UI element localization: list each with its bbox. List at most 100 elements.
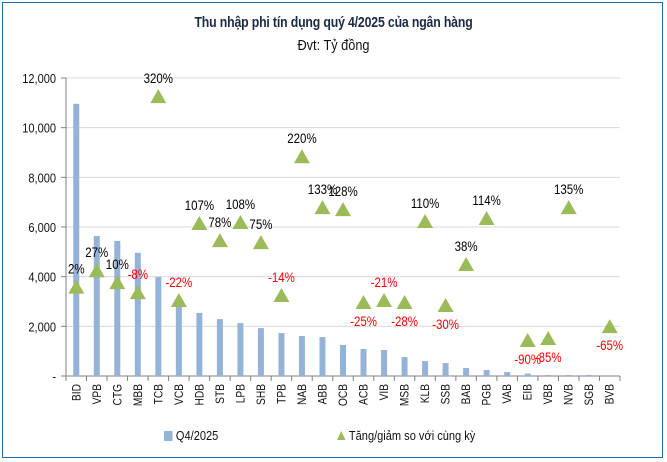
marker-tpb — [273, 288, 290, 303]
y-tick-label: 8,000 — [28, 170, 56, 185]
legend-bar-swatch-icon — [164, 430, 173, 441]
marker-msb — [396, 294, 413, 309]
bar-nvb — [565, 375, 572, 376]
marker-lpb — [232, 215, 249, 230]
data-label: 108% — [226, 196, 255, 212]
data-label: -65% — [596, 337, 623, 353]
marker-eib — [519, 332, 536, 347]
marker-bid — [68, 279, 85, 294]
legend-label: Tăng/giảm so với cùng kỳ — [348, 428, 476, 443]
data-label: 220% — [287, 130, 316, 146]
x-tick-label: KLB — [419, 384, 432, 403]
x-tick-label: VBB — [542, 384, 555, 404]
data-label: 10% — [106, 256, 129, 272]
data-label: -30% — [432, 316, 459, 332]
data-label: 110% — [411, 195, 439, 211]
y-tick-label: - — [52, 369, 56, 384]
x-tick-label: VIB — [378, 384, 391, 400]
data-label: 2% — [68, 260, 85, 276]
x-tick-label: OCB — [337, 384, 350, 406]
marker-tcb — [150, 89, 167, 104]
legend: Q4/2025 Tăng/giảm so với cùng kỳ — [0, 428, 667, 448]
data-label: 27% — [85, 244, 108, 260]
bar-bid — [73, 103, 80, 377]
bar-vab — [504, 372, 511, 376]
bar-klb — [422, 361, 429, 376]
data-label: 107% — [185, 197, 214, 213]
data-label: -90% — [514, 351, 541, 367]
data-label: 133% — [308, 181, 337, 197]
data-label: -21% — [371, 274, 398, 290]
marker-ocb — [335, 202, 351, 217]
x-tick-label: PGB — [481, 384, 494, 406]
x-tick-label: VAB — [501, 384, 514, 404]
marker-bab — [458, 257, 475, 272]
x-tick-label: NAB — [296, 384, 309, 405]
bar-vib — [381, 349, 388, 376]
y-tick-label: 4,000 — [28, 270, 56, 285]
bar-vpb — [93, 235, 100, 376]
marker-pgb — [478, 211, 495, 226]
data-label: 128% — [328, 183, 357, 199]
bar-lpb — [237, 323, 244, 376]
bar-eib — [524, 373, 531, 376]
chart-title: Thu nhập phi tín dụng quý 4/2025 của ngâ… — [194, 14, 473, 31]
bar-sgb — [586, 375, 593, 376]
marker-ssb — [437, 297, 454, 312]
x-tick-label: EIB — [522, 384, 535, 400]
marker-acb — [355, 294, 372, 309]
x-tick-label: MSB — [399, 384, 412, 406]
x-tick-label: TCB — [153, 384, 166, 404]
y-tick-label: 12,000 — [22, 71, 56, 86]
x-tick-label: ACB — [358, 384, 371, 405]
data-label: -8% — [128, 266, 148, 282]
bar-stb — [216, 319, 223, 376]
data-label: 38% — [455, 238, 478, 254]
bar-bab — [463, 368, 470, 376]
marker-stb — [211, 233, 228, 248]
x-tick-label: MBB — [132, 384, 145, 406]
data-label: -14% — [268, 269, 295, 285]
y-tick-label: 6,000 — [28, 220, 56, 235]
bar-hdb — [196, 312, 203, 376]
x-tick-label: LPB — [235, 384, 248, 403]
x-tick-label: SGB — [584, 384, 597, 406]
legend-item-yoy-change: Tăng/giảm so với cùng kỳ — [337, 428, 475, 443]
legend-item-q4-2025: Q4/2025 — [164, 428, 218, 443]
x-tick-label: BAB — [460, 384, 473, 404]
data-label: -85% — [535, 349, 562, 365]
marker-nvb — [560, 200, 577, 215]
legend-label: Q4/2025 — [175, 428, 219, 443]
data-label: 135% — [554, 181, 583, 197]
marker-vbb — [540, 331, 557, 346]
bar-pgb — [483, 370, 490, 376]
bar-ctg — [114, 240, 121, 376]
data-label: -28% — [391, 313, 418, 329]
x-tick-label: HDB — [194, 384, 207, 406]
x-tick-label: CTG — [112, 384, 125, 406]
bar-vbb — [545, 375, 552, 376]
data-label: 114% — [472, 192, 500, 208]
x-tick-label: BVB — [604, 384, 617, 404]
data-label: -22% — [165, 274, 192, 290]
y-tick-label: 2,000 — [28, 319, 56, 334]
marker-shb — [252, 235, 269, 250]
chart-subtitle: Đvt: Tỷ đồng — [297, 37, 370, 54]
x-tick-label: TPB — [276, 384, 289, 404]
bar-ssb — [442, 363, 449, 376]
data-label: 78% — [208, 214, 231, 230]
marker-vpb — [88, 263, 105, 278]
bar-mbb — [134, 252, 141, 376]
x-tick-label: BID — [71, 384, 84, 401]
bar-tpb — [278, 333, 285, 376]
legend-triangle-icon — [337, 431, 346, 440]
marker-nab — [293, 149, 310, 164]
x-tick-label: SSB — [440, 384, 453, 404]
marker-bvb — [601, 319, 618, 334]
data-label: -25% — [350, 313, 377, 329]
bar-shb — [257, 328, 264, 376]
bar-nab — [298, 336, 305, 376]
marker-hdb — [191, 216, 208, 231]
marker-mbb — [129, 285, 146, 300]
